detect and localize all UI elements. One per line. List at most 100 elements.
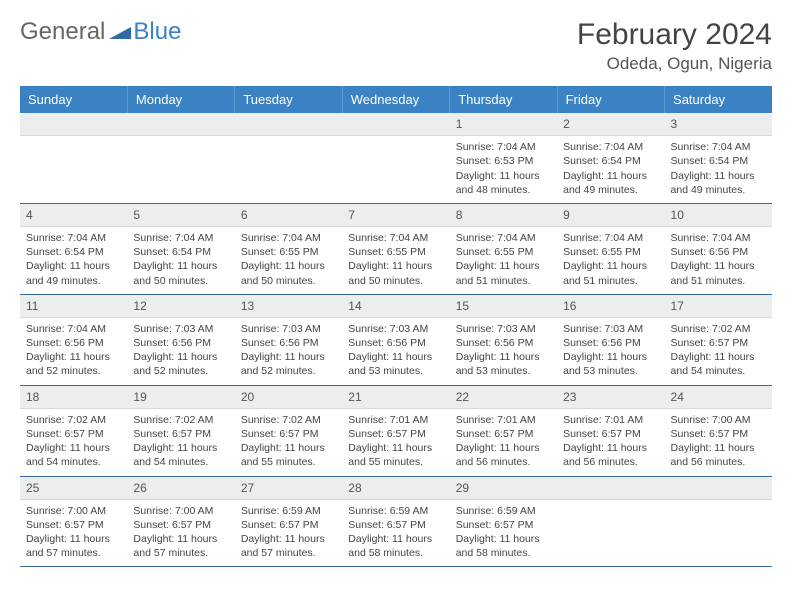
brand-logo: General Blue	[20, 18, 181, 46]
daylight-text-1: Daylight: 11 hours	[26, 441, 121, 455]
day-details: Sunrise: 7:03 AMSunset: 6:56 PMDaylight:…	[342, 318, 449, 385]
day-header: Friday	[557, 86, 664, 113]
sunset-text: Sunset: 6:54 PM	[671, 154, 766, 168]
day-details: Sunrise: 7:04 AMSunset: 6:55 PMDaylight:…	[557, 227, 664, 294]
sunrise-text: Sunrise: 7:03 AM	[348, 322, 443, 336]
daylight-text-2: and 52 minutes.	[26, 364, 121, 378]
day-details: Sunrise: 7:01 AMSunset: 6:57 PMDaylight:…	[342, 409, 449, 476]
day-number: 3	[665, 113, 772, 136]
day-details: Sunrise: 7:03 AMSunset: 6:56 PMDaylight:…	[127, 318, 234, 385]
calendar-cell: 9Sunrise: 7:04 AMSunset: 6:55 PMDaylight…	[557, 203, 664, 294]
sunset-text: Sunset: 6:57 PM	[348, 518, 443, 532]
calendar-cell: 8Sunrise: 7:04 AMSunset: 6:55 PMDaylight…	[450, 203, 557, 294]
calendar-cell	[20, 113, 127, 203]
day-details: Sunrise: 7:03 AMSunset: 6:56 PMDaylight:…	[450, 318, 557, 385]
sunset-text: Sunset: 6:56 PM	[26, 336, 121, 350]
day-details: Sunrise: 7:04 AMSunset: 6:53 PMDaylight:…	[450, 136, 557, 203]
daylight-text-1: Daylight: 11 hours	[26, 259, 121, 273]
sunset-text: Sunset: 6:56 PM	[671, 245, 766, 259]
title-block: February 2024 Odeda, Ogun, Nigeria	[577, 18, 772, 74]
calendar-cell: 22Sunrise: 7:01 AMSunset: 6:57 PMDayligh…	[450, 385, 557, 476]
location-subtitle: Odeda, Ogun, Nigeria	[577, 54, 772, 74]
brand-word-blue: Blue	[133, 18, 181, 46]
sunrise-text: Sunrise: 7:04 AM	[563, 231, 658, 245]
sunrise-text: Sunrise: 7:04 AM	[241, 231, 336, 245]
calendar-cell: 21Sunrise: 7:01 AMSunset: 6:57 PMDayligh…	[342, 385, 449, 476]
day-number: 27	[235, 477, 342, 500]
calendar-cell	[342, 113, 449, 203]
daylight-text-1: Daylight: 11 hours	[456, 441, 551, 455]
daylight-text-2: and 56 minutes.	[456, 455, 551, 469]
day-details: Sunrise: 7:02 AMSunset: 6:57 PMDaylight:…	[20, 409, 127, 476]
calendar-cell: 13Sunrise: 7:03 AMSunset: 6:56 PMDayligh…	[235, 294, 342, 385]
day-details: Sunrise: 7:01 AMSunset: 6:57 PMDaylight:…	[557, 409, 664, 476]
day-number: 25	[20, 477, 127, 500]
daylight-text-1: Daylight: 11 hours	[133, 532, 228, 546]
daylight-text-2: and 52 minutes.	[241, 364, 336, 378]
daylight-text-1: Daylight: 11 hours	[456, 169, 551, 183]
day-details: Sunrise: 7:03 AMSunset: 6:56 PMDaylight:…	[235, 318, 342, 385]
day-number: 23	[557, 386, 664, 409]
sunrise-text: Sunrise: 7:04 AM	[133, 231, 228, 245]
daylight-text-1: Daylight: 11 hours	[671, 169, 766, 183]
daylight-text-1: Daylight: 11 hours	[241, 532, 336, 546]
sunset-text: Sunset: 6:57 PM	[348, 427, 443, 441]
sunset-text: Sunset: 6:55 PM	[456, 245, 551, 259]
day-number: 17	[665, 295, 772, 318]
calendar-week-row: 25Sunrise: 7:00 AMSunset: 6:57 PMDayligh…	[20, 476, 772, 567]
daylight-text-2: and 49 minutes.	[671, 183, 766, 197]
calendar-cell: 17Sunrise: 7:02 AMSunset: 6:57 PMDayligh…	[665, 294, 772, 385]
daylight-text-2: and 54 minutes.	[26, 455, 121, 469]
calendar-cell	[127, 113, 234, 203]
day-number: 28	[342, 477, 449, 500]
calendar-cell: 1Sunrise: 7:04 AMSunset: 6:53 PMDaylight…	[450, 113, 557, 203]
calendar-cell: 27Sunrise: 6:59 AMSunset: 6:57 PMDayligh…	[235, 476, 342, 567]
day-number	[665, 477, 772, 500]
day-number: 22	[450, 386, 557, 409]
daylight-text-1: Daylight: 11 hours	[563, 259, 658, 273]
calendar-cell: 5Sunrise: 7:04 AMSunset: 6:54 PMDaylight…	[127, 203, 234, 294]
calendar-week-row: 11Sunrise: 7:04 AMSunset: 6:56 PMDayligh…	[20, 294, 772, 385]
calendar-cell: 20Sunrise: 7:02 AMSunset: 6:57 PMDayligh…	[235, 385, 342, 476]
sunset-text: Sunset: 6:57 PM	[563, 427, 658, 441]
daylight-text-2: and 56 minutes.	[563, 455, 658, 469]
calendar-cell: 23Sunrise: 7:01 AMSunset: 6:57 PMDayligh…	[557, 385, 664, 476]
day-number: 21	[342, 386, 449, 409]
daylight-text-2: and 53 minutes.	[563, 364, 658, 378]
sunrise-text: Sunrise: 7:03 AM	[456, 322, 551, 336]
calendar-cell: 16Sunrise: 7:03 AMSunset: 6:56 PMDayligh…	[557, 294, 664, 385]
daylight-text-1: Daylight: 11 hours	[456, 350, 551, 364]
day-details: Sunrise: 7:00 AMSunset: 6:57 PMDaylight:…	[665, 409, 772, 476]
day-header: Tuesday	[235, 86, 342, 113]
daylight-text-2: and 54 minutes.	[671, 364, 766, 378]
sunset-text: Sunset: 6:57 PM	[671, 336, 766, 350]
sunset-text: Sunset: 6:57 PM	[671, 427, 766, 441]
day-number: 14	[342, 295, 449, 318]
sunset-text: Sunset: 6:57 PM	[241, 427, 336, 441]
sunset-text: Sunset: 6:57 PM	[133, 518, 228, 532]
sunrise-text: Sunrise: 6:59 AM	[456, 504, 551, 518]
day-details: Sunrise: 7:00 AMSunset: 6:57 PMDaylight:…	[20, 500, 127, 567]
sunrise-text: Sunrise: 7:04 AM	[456, 231, 551, 245]
day-number: 19	[127, 386, 234, 409]
brand-triangle-icon	[109, 18, 131, 46]
sunset-text: Sunset: 6:56 PM	[241, 336, 336, 350]
sunrise-text: Sunrise: 7:00 AM	[133, 504, 228, 518]
daylight-text-2: and 52 minutes.	[133, 364, 228, 378]
daylight-text-2: and 56 minutes.	[671, 455, 766, 469]
day-header: Thursday	[450, 86, 557, 113]
calendar-cell: 19Sunrise: 7:02 AMSunset: 6:57 PMDayligh…	[127, 385, 234, 476]
daylight-text-1: Daylight: 11 hours	[348, 441, 443, 455]
day-number: 4	[20, 204, 127, 227]
sunset-text: Sunset: 6:54 PM	[26, 245, 121, 259]
day-number: 1	[450, 113, 557, 136]
day-number: 12	[127, 295, 234, 318]
daylight-text-2: and 49 minutes.	[26, 274, 121, 288]
sunset-text: Sunset: 6:57 PM	[456, 427, 551, 441]
day-details: Sunrise: 7:04 AMSunset: 6:54 PMDaylight:…	[127, 227, 234, 294]
day-details: Sunrise: 7:04 AMSunset: 6:54 PMDaylight:…	[20, 227, 127, 294]
day-details: Sunrise: 6:59 AMSunset: 6:57 PMDaylight:…	[235, 500, 342, 567]
daylight-text-2: and 53 minutes.	[348, 364, 443, 378]
calendar-cell: 12Sunrise: 7:03 AMSunset: 6:56 PMDayligh…	[127, 294, 234, 385]
sunrise-text: Sunrise: 7:04 AM	[26, 322, 121, 336]
